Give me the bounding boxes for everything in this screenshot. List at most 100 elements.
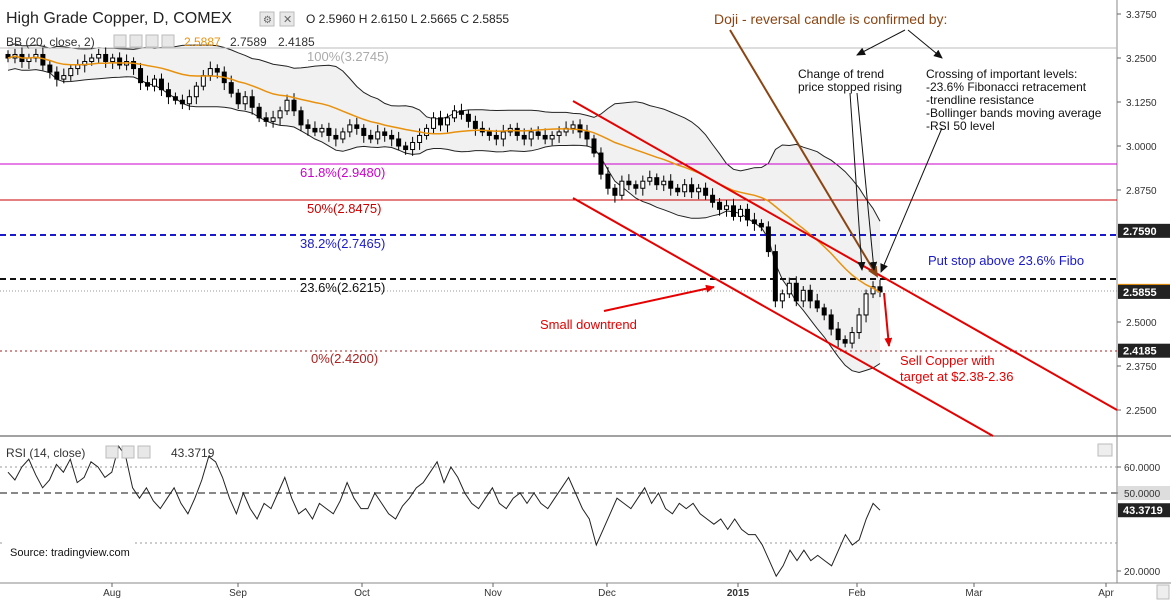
fib-618-label: 61.8%(2.9480) (300, 165, 385, 180)
bb-indicator-label[interactable]: BB (20, close, 2) (6, 35, 95, 49)
time-tick-label: Sep (229, 588, 247, 599)
candle-body (668, 180, 674, 189)
price-tick-label: 3.1250 (1126, 98, 1157, 109)
candle-body (779, 293, 785, 302)
sell-line2: target at $2.38-2.36 (900, 369, 1013, 384)
price-tick-label: 3.2500 (1126, 54, 1157, 65)
candle-body (235, 92, 241, 105)
candle-body (158, 78, 164, 91)
candle-body (179, 99, 185, 105)
candle-body (284, 99, 290, 112)
bb-more-icon[interactable] (161, 34, 175, 48)
price-tag (1118, 223, 1170, 238)
bb-eye-icon[interactable] (113, 34, 127, 48)
candle-body (584, 131, 590, 140)
price-tick-label: 2.3750 (1126, 362, 1157, 373)
candle-body (737, 208, 743, 217)
candle-body (444, 117, 450, 126)
candle-body (814, 300, 820, 309)
rsi-eye-icon[interactable] (105, 445, 119, 459)
candle-body (751, 219, 757, 224)
source-label: Source: tradingview.com (10, 547, 130, 559)
candle-body (145, 82, 151, 87)
rsi-value-tag (1118, 503, 1170, 518)
rsi-tick-label: 60.0000 (1124, 463, 1161, 474)
candle-body (361, 127, 367, 136)
candle-body (486, 131, 492, 136)
candle-body (800, 289, 806, 302)
time-tick-label: Dec (598, 588, 616, 599)
price-tag-label: 2.5855 (1123, 287, 1157, 299)
candle-body (577, 124, 583, 133)
candle-body (431, 117, 437, 129)
candle-body (138, 68, 144, 84)
candle-body (863, 293, 869, 316)
crossing-arrow (880, 127, 943, 273)
candle-body (340, 131, 346, 140)
settings-icon[interactable]: ⚙ (259, 11, 275, 27)
bb-settings-icon[interactable] (129, 34, 143, 48)
candle-body (151, 78, 157, 87)
time-axis-settings-icon[interactable] (1156, 584, 1170, 600)
candle-body (110, 57, 116, 63)
rsi-settings-icon[interactable] (121, 445, 135, 459)
candle-body (570, 124, 576, 129)
candle-body (47, 64, 53, 73)
candle-body (472, 120, 478, 129)
price-tick-label: 3.0000 (1126, 142, 1157, 153)
symbol-title[interactable]: High Grade Copper, D, COMEX (6, 10, 232, 27)
fib-0-label: 0%(2.4200) (311, 351, 378, 366)
candle-body (689, 184, 695, 193)
candle-body (200, 75, 206, 87)
candle-body (298, 110, 304, 126)
candle-body (326, 127, 332, 136)
price-tick-label: 2.8750 (1126, 186, 1157, 197)
candle-body (61, 75, 67, 80)
candle-body (514, 127, 520, 136)
candle-body (249, 96, 255, 108)
candle-body (214, 68, 220, 73)
candle-body (117, 57, 123, 66)
candle-body (410, 141, 416, 151)
candle-body (165, 89, 171, 98)
bb-close-icon[interactable] (145, 34, 159, 48)
time-tick-label: Aug (103, 588, 121, 599)
candle-body (758, 222, 764, 228)
rsi-pane-maximize-icon[interactable] (1097, 443, 1113, 457)
trendline-lower (572, 197, 994, 437)
candle-body (612, 187, 618, 196)
candle-body (598, 152, 604, 175)
rsi-close-icon[interactable] (137, 445, 151, 459)
ohlc-values: O 2.5960 H 2.6150 L 2.5665 C 2.5855 (306, 12, 509, 26)
rsi-value-tag-label: 43.3719 (1123, 505, 1163, 517)
candle-body (465, 113, 471, 122)
rsi-indicator-label[interactable]: RSI (14, close) (6, 446, 85, 460)
fib-236-label: 23.6%(2.6215) (300, 280, 385, 295)
candle-body (277, 110, 283, 119)
candle-body (375, 131, 381, 140)
candle-body (270, 117, 276, 122)
crossing-line2: -23.6% Fibonacci retracement (926, 80, 1087, 94)
candle-body (842, 339, 848, 344)
candle-body (319, 127, 325, 133)
candle-body (263, 117, 269, 122)
candle-body (696, 187, 702, 193)
crossing-line5: -RSI 50 level (926, 119, 995, 133)
candle-body (626, 180, 632, 186)
time-tick-label: Mar (965, 588, 983, 599)
candle-body (521, 134, 527, 140)
candle-body (828, 314, 834, 330)
fib-100-label: 100%(3.2745) (307, 49, 389, 64)
time-tick-label: Oct (354, 588, 370, 599)
rsi-50-tag (1118, 486, 1170, 500)
svg-text:⚙: ⚙ (263, 15, 272, 26)
candle-body (710, 194, 716, 203)
candle-body (396, 138, 402, 147)
candle-body (717, 201, 723, 210)
candle-body (724, 205, 730, 210)
price-tag (1118, 284, 1170, 299)
close-icon[interactable]: ✕ (279, 11, 295, 27)
candle-body (389, 134, 395, 140)
candle-body (291, 99, 297, 112)
